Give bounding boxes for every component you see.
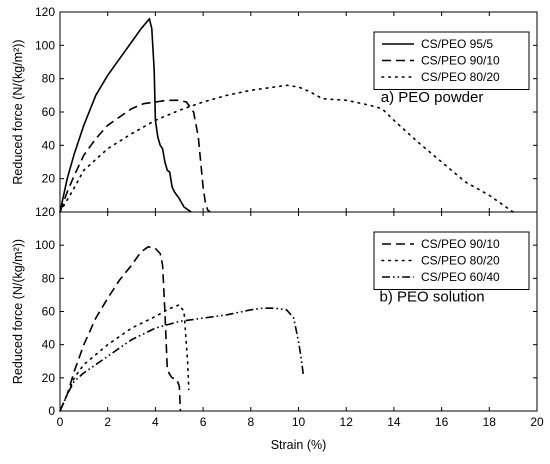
panel-annotation: b) PEO solution: [380, 289, 485, 306]
series-line-bottom-1: [59, 304, 190, 412]
y-tick-label: 100: [35, 38, 55, 52]
legend-label: CS/PEO 90/10: [421, 237, 500, 251]
legend-label: CS/PEO 80/20: [421, 70, 500, 84]
series-line-top-1: [59, 99, 211, 213]
y-tick-label: 60: [42, 105, 56, 119]
legend-box: [373, 231, 530, 290]
legend-label: CS/PEO 80/20: [421, 254, 500, 268]
y-tick-label: 120: [35, 5, 55, 19]
y-tick-label: 40: [42, 338, 56, 352]
panel-bottom: 0 20 40 60 80 100 0 2 4 6 8 10 12 14 16 18 20 Reduced for…: [11, 211, 544, 452]
y-tick-label: 0: [48, 404, 55, 418]
series-line-top-2: [59, 84, 514, 213]
y-tick-label: 80: [42, 72, 56, 86]
y-tick-label: 100: [35, 238, 55, 252]
y-tick-label: 20: [42, 371, 56, 385]
y-tick-label: 80: [42, 271, 56, 285]
y-axis-label: Reduced force (N/(kg/m²)): [11, 239, 25, 384]
y-tick-label: 60: [42, 305, 56, 319]
legend-label: CS/PEO 60/40: [421, 270, 500, 284]
legend-label: CS/PEO 90/10: [421, 54, 500, 68]
panel-top: 120 20 40 60 80 100 120 Reduced force (N/(kg/m²…: [11, 5, 538, 219]
y-tick-label: 40: [42, 138, 56, 152]
x-tick-label: 10: [292, 415, 306, 429]
x-tick-label: 12: [340, 415, 354, 429]
x-tick-label: 8: [247, 415, 254, 429]
series-line-bottom-0: [59, 246, 182, 412]
series-line-top-0: [59, 17, 192, 213]
x-tick-label: 16: [435, 415, 449, 429]
x-tick-label: 20: [530, 415, 544, 429]
x-tick-label: 6: [200, 415, 207, 429]
y-axis-label: Reduced force (N/(kg/m²)): [11, 39, 25, 184]
x-tick-label: 18: [483, 415, 497, 429]
panel-annotation: a) PEO powder: [381, 89, 484, 106]
x-tick-label: 2: [104, 415, 111, 429]
x-tick-label: 0: [57, 415, 64, 429]
legend-label: CS/PEO 95/5: [421, 37, 493, 51]
x-tick-label: 4: [152, 415, 159, 429]
y-tick-label: 20: [42, 172, 56, 186]
x-tick-label: 14: [387, 415, 401, 429]
series-line-bottom-2: [59, 307, 305, 412]
y-tick-label: 120: [35, 205, 55, 219]
x-axis-label: Strain (%): [271, 438, 327, 452]
